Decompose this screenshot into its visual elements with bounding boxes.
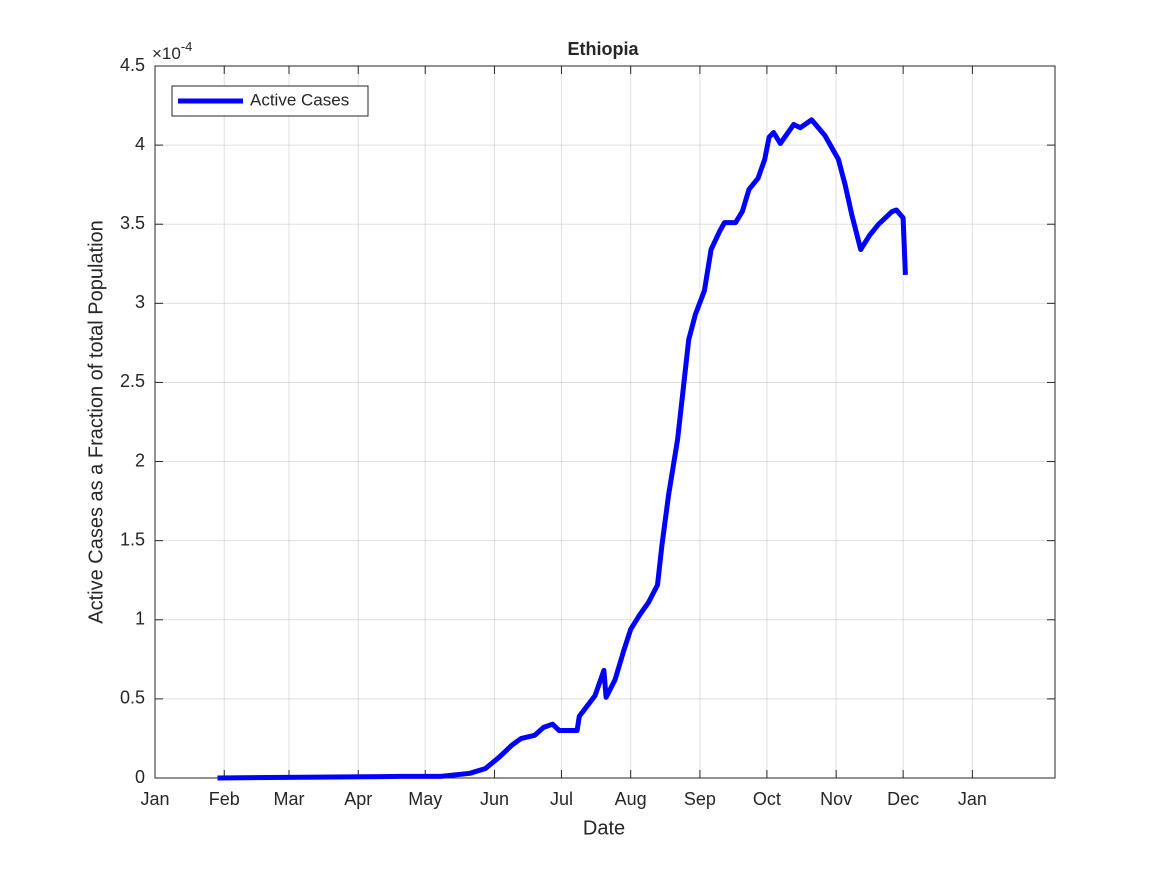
y-tick-label: 0.5 <box>120 688 145 708</box>
x-tick-label: Aug <box>615 789 647 809</box>
x-tick-label: Jun <box>480 789 509 809</box>
y-tick-label: 1 <box>135 609 145 629</box>
legend: Active Cases <box>171 85 369 117</box>
y-multiplier: ×10-4 <box>152 39 192 63</box>
y-multiplier-exponent: -4 <box>181 39 193 54</box>
x-tick-label: Sep <box>684 789 716 809</box>
y-tick-label: 4 <box>135 134 145 154</box>
x-tick-label: Feb <box>209 789 240 809</box>
y-tick-label: 2 <box>135 450 145 470</box>
y-tick-label: 2.5 <box>120 371 145 391</box>
x-tick-label: Mar <box>273 789 304 809</box>
x-tick-label: Apr <box>344 789 372 809</box>
x-axis-label: Date <box>583 817 625 839</box>
y-tick-label: 3 <box>135 292 145 312</box>
x-tick-label: May <box>408 789 442 809</box>
y-tick-label: 4.5 <box>120 55 145 75</box>
plot-area <box>155 66 1055 778</box>
y-multiplier-base: ×10 <box>152 44 181 63</box>
y-tick-label: 0 <box>135 767 145 787</box>
y-tick-label: 3.5 <box>120 213 145 233</box>
y-tick-label: 1.5 <box>120 529 145 549</box>
x-tick-label: Oct <box>753 789 781 809</box>
data-line <box>217 117 908 781</box>
x-tick-label: Dec <box>887 789 919 809</box>
axes-box <box>154 65 1056 779</box>
x-tick-label: Jul <box>550 789 573 809</box>
x-tick-label: Jan <box>140 789 169 809</box>
x-tick-label: Jan <box>958 789 987 809</box>
legend-label: Active Cases <box>250 90 349 109</box>
x-tick-label: Nov <box>820 789 852 809</box>
chart-title: Ethiopia <box>568 39 640 59</box>
y-axis-label: Active Cases as a Fraction of total Popu… <box>85 220 107 624</box>
